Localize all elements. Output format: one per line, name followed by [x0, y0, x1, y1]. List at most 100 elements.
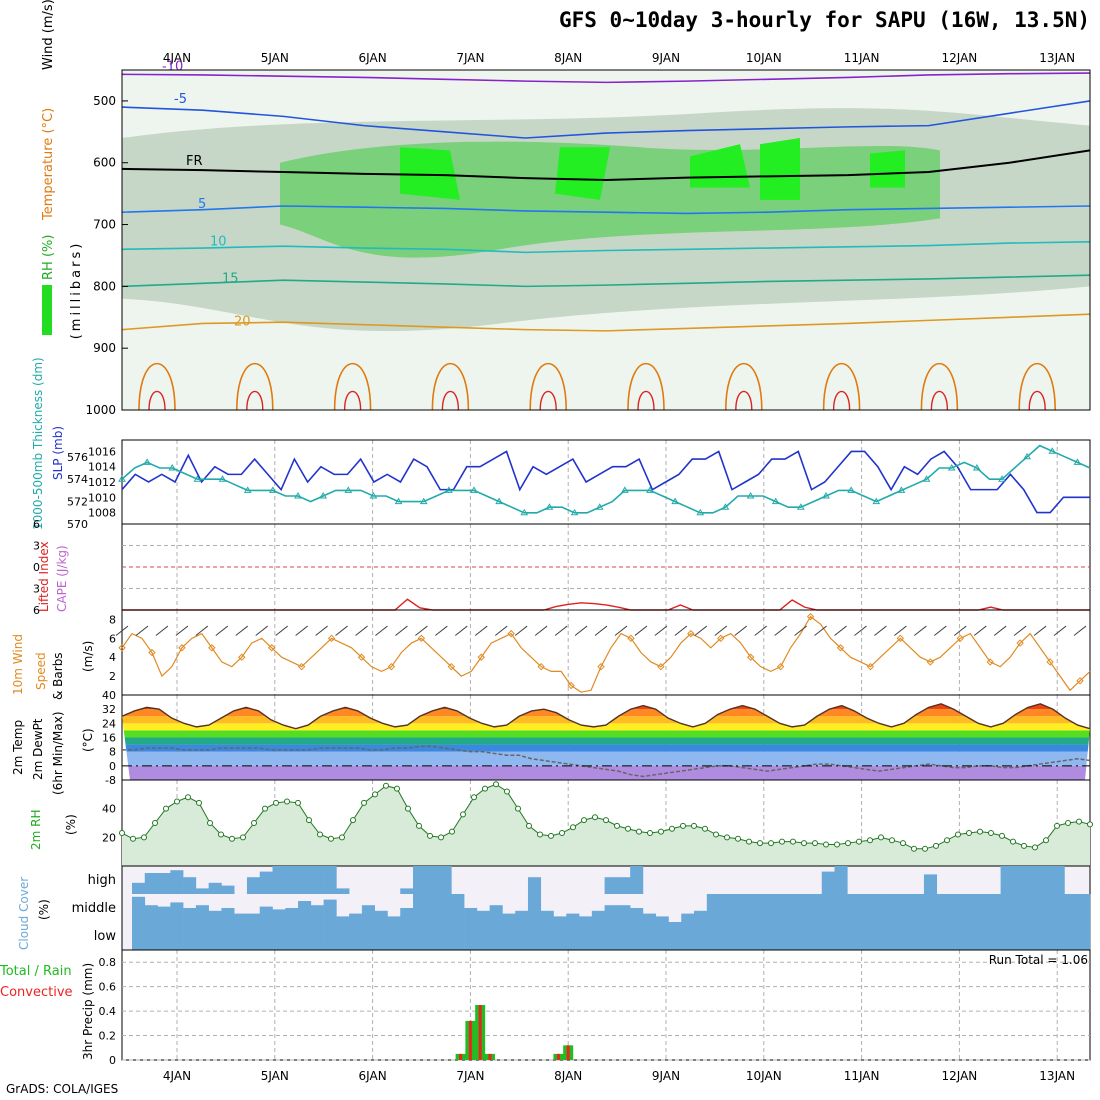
cloud-bar-middle: [987, 894, 1001, 922]
wind-speed-marker: [926, 658, 935, 666]
slp-tick-label: 1014: [88, 461, 116, 474]
cloud-bar-low: [553, 922, 567, 950]
rh-marker: [625, 825, 631, 832]
thickness-marker: [193, 475, 202, 482]
rh-marker: [735, 835, 741, 842]
surface-contour: [529, 363, 567, 411]
rh-marker: [1065, 820, 1071, 826]
date-label-bottom: 11JAN: [844, 1069, 880, 1083]
wind-barb: [375, 625, 388, 636]
thickness-marker: [897, 486, 906, 493]
cloud-bar-low: [336, 922, 350, 950]
wind-speed-marker: [208, 644, 216, 652]
cloud-bar-low: [208, 922, 222, 950]
rh-marker: [658, 828, 664, 835]
lifted-index-label: Lifted Index: [37, 541, 51, 612]
thickness-marker: [696, 508, 705, 516]
cloud-bar-high: [630, 866, 644, 894]
precip-convective-bar: [556, 1053, 560, 1060]
wind-speed-marker: [447, 662, 456, 671]
cloud-bar-middle: [860, 894, 874, 922]
rh-marker: [163, 805, 169, 812]
date-label-top: 13JAN: [1039, 51, 1075, 65]
rh-marker: [548, 832, 554, 839]
cloud-bar-middle: [745, 894, 759, 922]
precip-frame: [121, 949, 1091, 1061]
cloud-bar-low: [617, 922, 631, 950]
wind-barb: [335, 625, 348, 636]
cloud-bar-low: [898, 922, 912, 950]
rh-marker: [966, 830, 972, 837]
cloud-bar-low: [808, 922, 823, 950]
cloud-bar-low: [668, 922, 682, 950]
cloud-bar-low: [757, 922, 771, 950]
date-label-bottom: 12JAN: [942, 1069, 978, 1083]
rh-marker: [130, 835, 136, 842]
cloud-bar-middle: [183, 908, 197, 922]
cloud-bar-low: [655, 922, 669, 950]
temp-tick-label: 24: [102, 717, 116, 730]
wind-barb: [594, 625, 608, 636]
thickness-marker: [1023, 452, 1032, 460]
slp-tick-label: 1008: [88, 507, 116, 520]
cloud-bar-middle: [234, 913, 248, 922]
wind-speed-marker: [267, 644, 276, 652]
wind-speed-marker: [417, 634, 426, 643]
cloud-bar-low: [1077, 922, 1091, 950]
cloud-bar-middle: [706, 894, 720, 922]
rh-marker: [592, 814, 598, 821]
cloud-bar-low: [298, 922, 312, 950]
rh-marker: [1087, 821, 1093, 828]
wind-barb: [454, 625, 468, 636]
rh-label: RH (%): [41, 235, 56, 280]
wind-speed-marker: [806, 612, 815, 621]
wind-barb: [255, 625, 269, 636]
date-label-top: 4JAN: [163, 51, 191, 65]
cloud-bar-middle: [451, 894, 465, 922]
cloud-bar-high: [527, 877, 542, 894]
wind-speed-marker: [148, 648, 156, 657]
cloud-bar-middle: [783, 894, 797, 922]
thickness-marker: [947, 464, 956, 471]
cloud-bar-middle: [464, 908, 478, 922]
cloud-bar-middle: [681, 913, 695, 922]
temp-ylabel-c: (6hr Min/Max): [51, 712, 65, 796]
rh-label-unit: (%): [64, 814, 78, 835]
rh-area: [122, 784, 1090, 866]
rh-marker: [845, 840, 851, 847]
wind-barb: [215, 625, 229, 636]
wind-speed-marker: [537, 662, 545, 671]
cloud-bar-middle: [719, 894, 733, 922]
cloud-bar-middle: [361, 905, 375, 922]
rh-marker: [570, 824, 576, 831]
wind-barb: [1053, 625, 1067, 636]
cloud-bar-low: [438, 922, 452, 950]
thickness-marker: [922, 475, 931, 482]
cloud-bar-middle: [975, 894, 989, 922]
cloud-bar-high: [221, 885, 235, 894]
cloud-label-unit: (%): [37, 899, 51, 920]
wind-barb: [953, 625, 967, 636]
surface-contour: [822, 363, 861, 411]
cloud-bar-middle: [923, 894, 938, 922]
wind-barb: [774, 625, 787, 636]
thickness-tick-label: 574: [67, 473, 88, 486]
cloud-bar-high: [604, 877, 618, 894]
wind-speed-marker: [627, 634, 635, 643]
date-label-top: 8JAN: [554, 51, 582, 65]
thickness-marker: [243, 486, 252, 493]
rh-marker: [768, 840, 774, 847]
cloud-bar-middle: [885, 894, 899, 922]
temp-band: [122, 751, 1090, 766]
thickness-marker: [671, 497, 680, 505]
thickness-label: 1000-500mb Thickness (dm): [31, 357, 45, 530]
cloud-bar-middle: [489, 905, 503, 922]
cloud-bar-high: [272, 866, 286, 894]
cloud-bar-high: [1026, 866, 1040, 894]
cloud-bar-low: [579, 922, 593, 950]
cloud-bar-middle: [566, 913, 580, 922]
thickness-marker: [721, 503, 730, 510]
cloud-bar-low: [489, 922, 503, 950]
temp-tick-label: 0: [109, 760, 116, 773]
